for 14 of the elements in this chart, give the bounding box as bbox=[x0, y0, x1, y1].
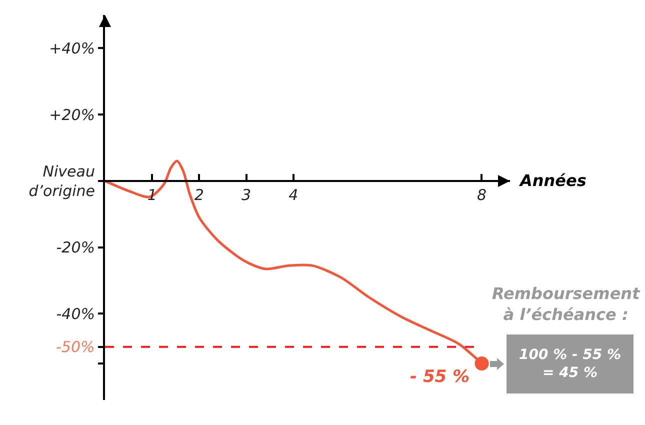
annotation: Remboursement à l’échéance : bbox=[492, 284, 642, 324]
x-axis-title: Années bbox=[518, 171, 586, 190]
text: 100 % - 55 % = 45 % bbox=[519, 347, 622, 382]
y-tick-label: -40% bbox=[56, 304, 95, 323]
ref-line-label: -50% bbox=[56, 338, 95, 356]
y-tick-label: -20% bbox=[56, 238, 95, 257]
x-tick-label: 2 bbox=[194, 186, 204, 204]
y-tick-label: Niveau d’origine bbox=[28, 162, 95, 200]
annotation: - 55 % bbox=[410, 367, 470, 387]
x-tick-label: 8 bbox=[476, 186, 487, 204]
y-tick-label: +40% bbox=[49, 39, 95, 58]
x-tick-label: 3 bbox=[242, 186, 252, 204]
y-tick-label: +20% bbox=[49, 106, 95, 124]
x-tick-label: 4 bbox=[288, 186, 298, 204]
